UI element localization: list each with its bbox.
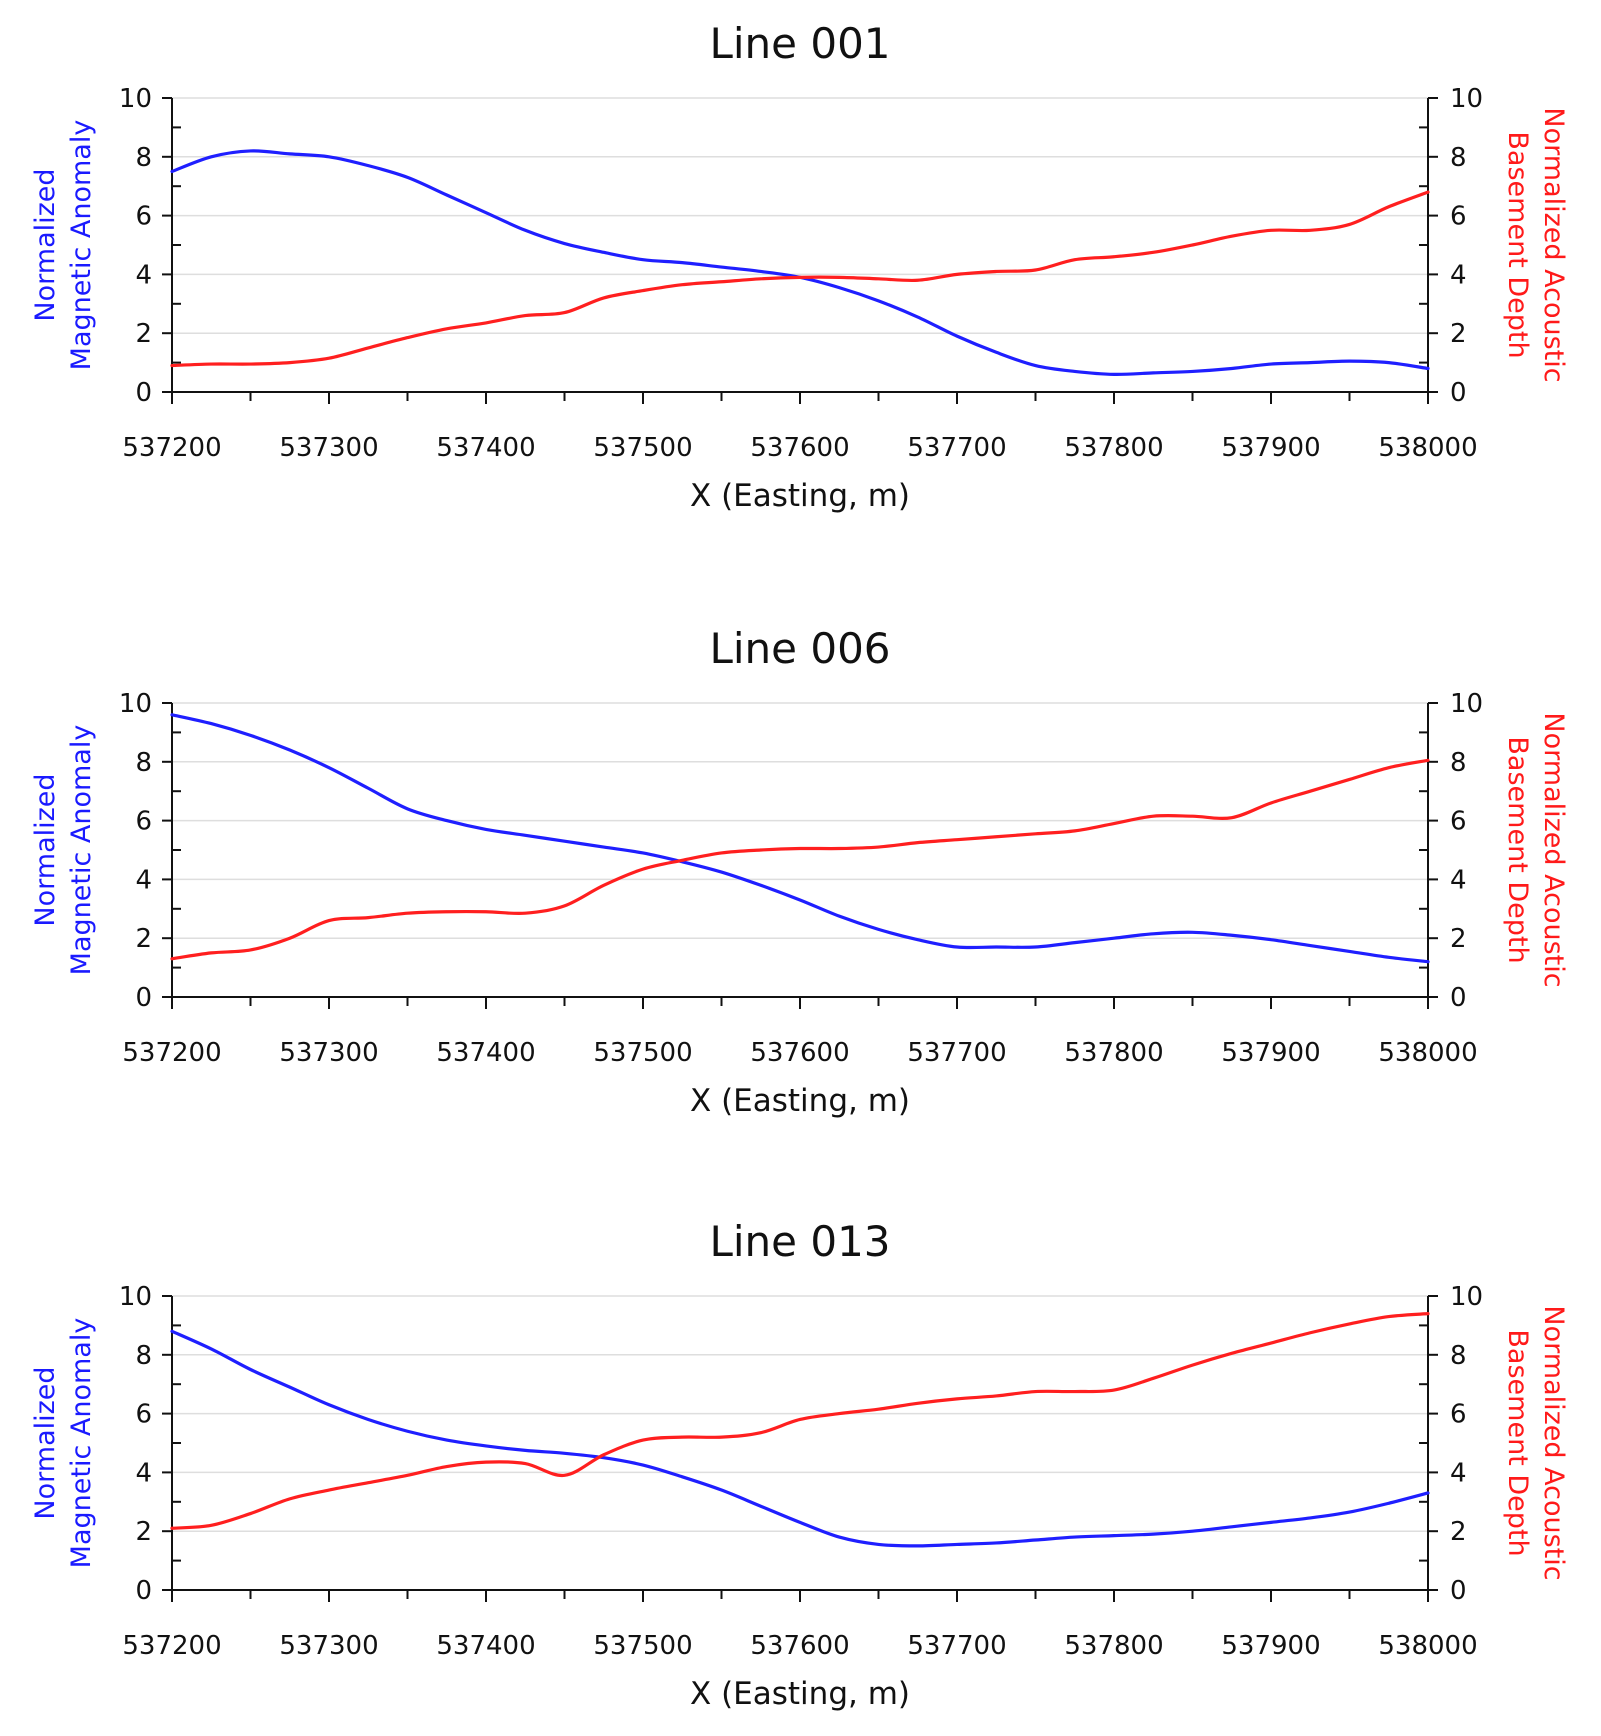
- left-y-tick-label: 8: [135, 1341, 152, 1371]
- x-tick-label: 537500: [593, 1038, 692, 1068]
- left-y-axis-label-line: Magnetic Anomaly: [66, 725, 97, 976]
- right-y-tick-label: 10: [1450, 689, 1483, 719]
- right-y-axis-label-line: Normalized Acoustic: [1538, 1305, 1569, 1580]
- acoustic-series-line: [170, 190, 1430, 368]
- chart-title: Line 001: [709, 19, 890, 68]
- x-tick-label: 538000: [1378, 1631, 1477, 1661]
- right-y-axis-label-line: Basement Depth: [1502, 736, 1533, 963]
- left-y-tick-label: 0: [135, 983, 152, 1013]
- chart-panel-2: Line 006 0 0 2 2 4 4 6 6 8 8 10 10 537200 537300 537400…: [30, 624, 1569, 1119]
- x-tick-label: 537200: [122, 433, 221, 463]
- left-y-tick-label: 8: [135, 748, 152, 778]
- left-y-tick-label: 4: [135, 260, 152, 290]
- right-y-tick-label: 2: [1450, 924, 1467, 954]
- acoustic-series-line: [170, 1312, 1430, 1530]
- chart-panel-1: Line 001 0 0 2 2 4 4 6 6 8 8 10 10 537200 537300 537400…: [30, 19, 1569, 514]
- right-y-tick-label: 4: [1450, 260, 1467, 290]
- x-tick-label: 537600: [750, 1631, 849, 1661]
- right-y-tick-label: 4: [1450, 1458, 1467, 1488]
- right-y-tick-label: 0: [1450, 983, 1467, 1013]
- x-tick-label: 537300: [279, 433, 378, 463]
- magnetic-series-line: [170, 149, 1430, 376]
- right-y-axis-label-line: Basement Depth: [1502, 1329, 1533, 1556]
- left-y-tick-label: 10: [119, 1282, 152, 1312]
- x-tick-label: 537700: [907, 1038, 1006, 1068]
- x-tick-label: 537500: [593, 1631, 692, 1661]
- right-y-tick-label: 0: [1450, 378, 1467, 408]
- left-y-tick-label: 2: [135, 319, 152, 349]
- x-tick-label: 537900: [1221, 1631, 1320, 1661]
- chart-title: Line 013: [709, 1217, 890, 1266]
- x-tick-label: 537700: [907, 433, 1006, 463]
- left-y-axis-label-line: Magnetic Anomaly: [66, 120, 97, 371]
- chart-panel-3: Line 013 0 0 2 2 4 4 6 6 8 8 10 10 537200 537300 537400…: [30, 1217, 1569, 1712]
- x-tick-label: 537400: [436, 433, 535, 463]
- right-y-tick-label: 0: [1450, 1576, 1467, 1606]
- left-y-axis-label: Normalized Magnetic Anomaly: [30, 725, 97, 976]
- x-tick-label: 537400: [436, 1038, 535, 1068]
- right-y-axis-label-line: Normalized Acoustic: [1538, 712, 1569, 987]
- x-tick-label: 537700: [907, 1631, 1006, 1661]
- x-tick-label: 538000: [1378, 433, 1477, 463]
- x-tick-label: 537200: [122, 1631, 221, 1661]
- left-y-tick-label: 2: [135, 924, 152, 954]
- x-axis-label: X (Easting, m): [690, 1083, 910, 1119]
- x-tick-label: 537800: [1064, 1631, 1163, 1661]
- x-axis-label: X (Easting, m): [690, 478, 910, 514]
- x-tick-label: 537200: [122, 1038, 221, 1068]
- acoustic-series-line: [170, 758, 1430, 961]
- x-axis-label: X (Easting, m): [690, 1676, 910, 1712]
- right-y-axis-label-line: Basement Depth: [1502, 131, 1533, 358]
- left-y-tick-label: 2: [135, 1517, 152, 1547]
- left-y-axis-label-line: Normalized: [30, 1366, 61, 1519]
- left-y-tick-label: 0: [135, 1576, 152, 1606]
- right-y-tick-label: 6: [1450, 807, 1467, 837]
- left-y-axis-label: Normalized Magnetic Anomaly: [30, 1318, 97, 1569]
- left-y-tick-label: 10: [119, 689, 152, 719]
- left-y-tick-label: 4: [135, 1458, 152, 1488]
- x-tick-label: 537300: [279, 1631, 378, 1661]
- right-y-tick-label: 8: [1450, 143, 1467, 173]
- left-y-tick-label: 6: [135, 807, 152, 837]
- right-y-tick-label: 10: [1450, 84, 1483, 114]
- left-y-tick-label: 6: [135, 202, 152, 232]
- right-y-tick-label: 2: [1450, 319, 1467, 349]
- left-y-axis-label: Normalized Magnetic Anomaly: [30, 120, 97, 371]
- right-y-tick-label: 6: [1450, 202, 1467, 232]
- x-tick-label: 538000: [1378, 1038, 1477, 1068]
- x-tick-label: 537900: [1221, 1038, 1320, 1068]
- x-tick-label: 537600: [750, 1038, 849, 1068]
- x-tick-label: 537600: [750, 433, 849, 463]
- x-tick-label: 537800: [1064, 433, 1163, 463]
- left-y-tick-label: 6: [135, 1400, 152, 1430]
- right-y-tick-label: 2: [1450, 1517, 1467, 1547]
- x-tick-label: 537300: [279, 1038, 378, 1068]
- left-y-axis-label-line: Normalized: [30, 168, 61, 321]
- magnetic-series-line: [170, 1329, 1430, 1548]
- x-tick-label: 537800: [1064, 1038, 1163, 1068]
- left-y-tick-label: 10: [119, 84, 152, 114]
- right-y-tick-label: 8: [1450, 1341, 1467, 1371]
- x-tick-label: 537500: [593, 433, 692, 463]
- x-tick-label: 537900: [1221, 433, 1320, 463]
- left-y-tick-label: 0: [135, 378, 152, 408]
- x-tick-label: 537400: [436, 1631, 535, 1661]
- left-y-tick-label: 4: [135, 865, 152, 895]
- right-y-tick-label: 10: [1450, 1282, 1483, 1312]
- left-y-tick-label: 8: [135, 143, 152, 173]
- left-y-axis-label-line: Magnetic Anomaly: [66, 1318, 97, 1569]
- right-y-tick-label: 4: [1450, 865, 1467, 895]
- magnetic-series-line: [170, 713, 1430, 964]
- right-y-tick-label: 6: [1450, 1400, 1467, 1430]
- right-y-axis-label-line: Normalized Acoustic: [1538, 107, 1569, 382]
- right-y-tick-label: 8: [1450, 748, 1467, 778]
- left-y-axis-label-line: Normalized: [30, 773, 61, 926]
- chart-title: Line 006: [709, 624, 890, 673]
